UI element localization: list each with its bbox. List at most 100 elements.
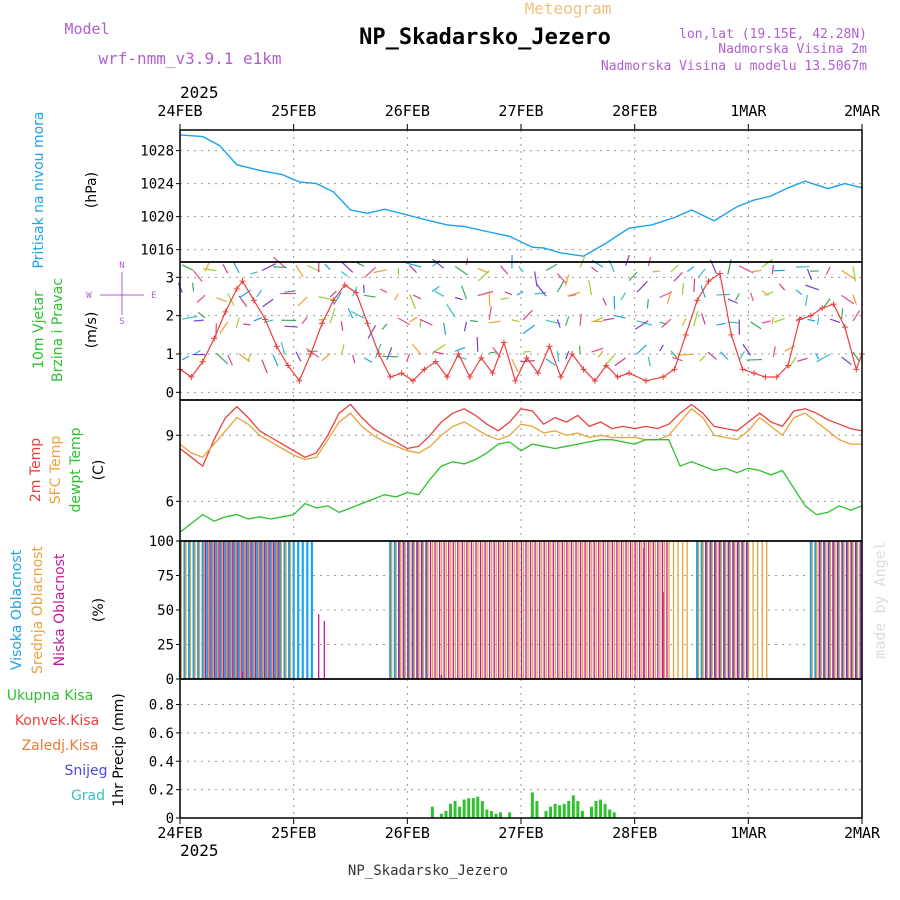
wind-arrow (661, 318, 672, 328)
precip-bar (462, 799, 466, 818)
wind-arrow (431, 285, 440, 292)
wind-arrow (620, 292, 627, 301)
wind-arrow (380, 288, 388, 294)
precip-bar (489, 810, 493, 818)
wind-arrow (504, 291, 513, 296)
top-date-label: 2MAR (844, 102, 881, 120)
wind-arrow (816, 353, 831, 363)
wind-arrow (363, 357, 373, 363)
wind-arrow (219, 321, 229, 334)
wind-arrow (727, 298, 739, 304)
wind-arrow (273, 266, 287, 269)
wind-arrow (412, 294, 422, 300)
ytick-label: 1016 (140, 243, 174, 259)
wind-arrow (534, 291, 547, 295)
wind-arrow (329, 308, 336, 324)
precip-bar (571, 795, 575, 818)
precip-bar (480, 800, 484, 818)
wind-speed-marker (296, 377, 303, 384)
wind-arrow (461, 285, 468, 300)
wind-arrow (840, 308, 844, 320)
wind-arrow (816, 317, 820, 325)
wind-arrow (250, 271, 258, 275)
wind-arrow (262, 298, 274, 308)
wind-speed-marker (432, 358, 439, 365)
wind-arrow (556, 280, 565, 293)
ytick-label: 100 (149, 534, 174, 550)
wind-arrow (347, 307, 354, 319)
wind-arrow (841, 269, 856, 280)
wind-speed-marker (364, 320, 371, 327)
wind-arrow (556, 273, 567, 284)
wind-arrow (284, 290, 296, 293)
wind-speed-marker (466, 374, 473, 380)
compass-east-label: E (151, 291, 156, 301)
wind-arrow (443, 322, 447, 335)
cloud-ylabel-low: Niska Oblacnost (52, 553, 68, 666)
wind-speed-marker (557, 374, 564, 380)
precip-legend-convective: Konvek.Kisa (15, 713, 99, 729)
wind-speed-marker (535, 370, 542, 377)
precip-bar (453, 800, 457, 818)
ytick-label: 1028 (140, 144, 174, 160)
wind-arrow (727, 321, 741, 324)
wind-arrow (764, 291, 774, 297)
wind-arrow (636, 280, 648, 293)
ytick-label: 50 (157, 603, 174, 619)
wind-speed-marker (199, 358, 206, 365)
ytick-label: 0.4 (149, 754, 174, 770)
wind-arrow (203, 268, 217, 272)
wind-speed-marker (591, 377, 598, 384)
plot-layer: 1016 1020 1024 1028 0 1 2 3 6 9 0 25 50 75 100 0 0.2 0.4 0… (140, 102, 881, 842)
wind-arrow (545, 319, 561, 325)
wind-arrow (588, 279, 593, 296)
wind-arrow (750, 321, 762, 330)
wind-arrow (522, 309, 533, 321)
wind-speed-marker (375, 351, 382, 357)
wind-arrow (673, 271, 683, 282)
precip-bar (485, 809, 489, 818)
precip-bar (603, 803, 607, 818)
wind-arrow (351, 310, 365, 319)
ytick-label: 0 (166, 811, 174, 827)
ytick-label: 3 (166, 270, 174, 286)
precip-bar (530, 792, 534, 818)
wind-arrow (614, 357, 626, 367)
wind-arrow (564, 274, 570, 286)
wind-arrow (500, 297, 510, 300)
wind-speed-line (179, 272, 863, 383)
top-date-label: 1MAR (730, 102, 767, 120)
wind-speed-marker (444, 374, 451, 380)
bottom-year-label: 2025 (180, 841, 219, 860)
wind-speed-marker (728, 331, 735, 338)
wind-speed-marker (830, 301, 837, 308)
wind-arrow (305, 348, 320, 358)
wind-arrow (318, 318, 327, 321)
pressure-line (179, 134, 863, 257)
bottom-date-label: 28FEB (612, 824, 657, 842)
wind-arrow (432, 258, 445, 269)
wind-speed-marker (614, 374, 621, 380)
wind-speed-marker (262, 316, 269, 323)
wind-arrow (261, 263, 276, 272)
wind-arrow (556, 350, 560, 362)
wind-speed-marker (785, 362, 792, 369)
wind-arrow (235, 317, 240, 328)
wind-arrow (797, 357, 808, 362)
precip-legend-total: Ukupna Kisa (7, 688, 94, 704)
wind-arrow (750, 292, 754, 302)
wind-arrow (822, 298, 831, 308)
wind-arrow (261, 359, 268, 374)
chart-title: NP_Skadarsko_Jezero (359, 25, 611, 50)
temp-dewpt-line (179, 439, 863, 533)
top-year-label: 2025 (180, 83, 219, 102)
precip-bar (594, 800, 598, 818)
wind-arrow (477, 290, 494, 297)
precip-bar (449, 803, 453, 818)
wind-speed-marker (341, 282, 348, 288)
ytick-label: 1020 (140, 210, 174, 226)
wind-arrow (652, 270, 660, 273)
wind-arrow (666, 291, 672, 304)
wind-arrow (693, 278, 696, 293)
wind-speed-marker (819, 305, 826, 311)
